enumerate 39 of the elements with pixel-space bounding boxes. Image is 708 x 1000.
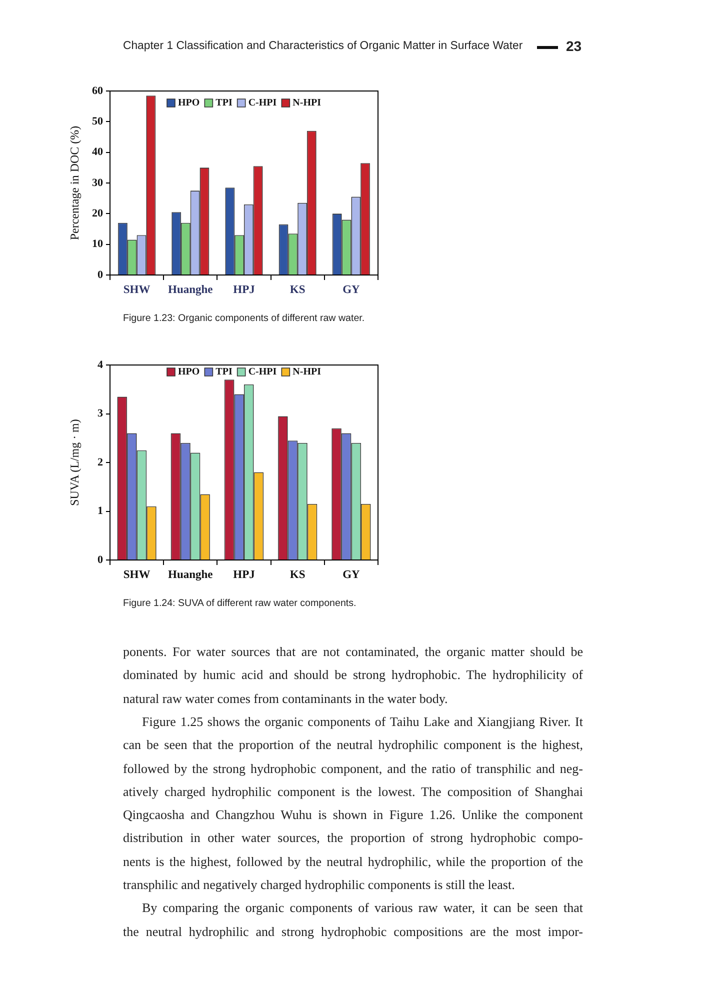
y-tick-label: 4 — [98, 358, 104, 371]
y-tick-label: 1 — [98, 505, 103, 518]
x-tick-label: KS — [290, 568, 306, 581]
x-tick-label: HPJ — [233, 568, 256, 581]
x-tick-label: GY — [342, 568, 361, 581]
x-tick-label: Huanghe — [168, 284, 213, 296]
text: ponents. For water sources that are not contaminated, the organic matter should be dominated by humic acid and should be strong hydrophobic. The hydrophilicity of natural raw water comes from contaminants in the water body. — [123, 644, 583, 706]
y-tick-label: 3 — [98, 408, 104, 420]
x-tick-label: HPJ — [233, 284, 256, 296]
legend-label: TPI — [216, 98, 232, 109]
legend-label: HPO — [178, 366, 200, 378]
y-tick-label: 50 — [92, 116, 104, 128]
caption: Figure 1.24: SUVA of different raw water components. — [123, 598, 356, 610]
text: By comparing the organic components of various raw water, it can be seen that the neutral hydrophilic and strong hydrophobic compositions are the most impor- — [123, 900, 583, 940]
y-axis-title: Percentage in DOC (%) — [67, 126, 82, 240]
y-tick-label: 60 — [92, 84, 104, 97]
legend-label: C-HPI — [248, 366, 277, 378]
y-tick-label: 30 — [92, 176, 104, 189]
y-tick-label: 20 — [92, 208, 104, 220]
text: 23 — [566, 38, 582, 55]
y-tick-label: 40 — [92, 146, 104, 158]
legend-label: C-HPI — [248, 98, 277, 109]
x-tick-label: GY — [342, 284, 361, 296]
legend-label: N-HPI — [292, 98, 322, 109]
x-tick-label: SHW — [123, 568, 151, 581]
text: Chapter 1 Classification and Characteristics of Organic Matter in Surface Water — [123, 40, 523, 54]
legend-label: TPI — [216, 366, 232, 378]
caption: Figure 1.25 shows the organic components of Taihu Lake and Xiangjiang River. It can be seen that the proportion of the neutral hydrophilic component is the highest, followed by the strong hydrophobic component, and the ratio of transphilic and neg- atively charged hydrophilic component is the lowest. The composition of Shanghai Qingcaosha and Changzhou Wuhu is shown in Figure 1.26. Unlike the component distribution in other water sources, the proportion of strong hydrophobic compo- nents is the highest, followed by the neutral hydrophilic, while the proportion of the transphilic and negatively charged hydrophilic components is still the least. — [123, 714, 583, 893]
y-tick-label: 0 — [98, 554, 104, 566]
caption: Figure 1.23: Organic components of different raw water. — [123, 313, 365, 325]
x-tick-label: Huanghe — [168, 568, 213, 581]
x-tick-label: SHW — [123, 284, 151, 296]
y-tick-label: 2 — [98, 456, 104, 468]
legend-label: HPO — [178, 98, 200, 109]
y-tick-label: 10 — [92, 238, 104, 250]
legend-label: N-HPI — [292, 366, 322, 378]
y-axis-title: SUVA (L/mg · m) — [67, 419, 82, 506]
x-tick-label: KS — [290, 284, 306, 296]
y-tick-label: 0 — [98, 268, 104, 281]
